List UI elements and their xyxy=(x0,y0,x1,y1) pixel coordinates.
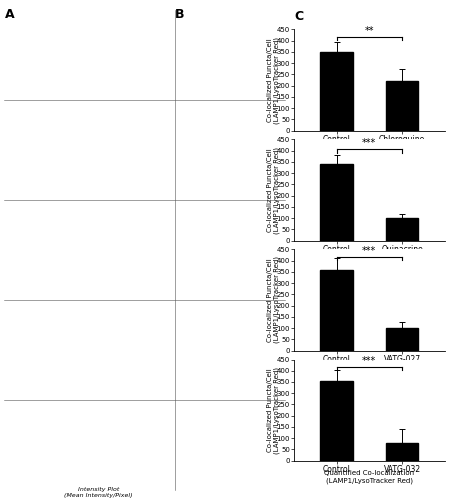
Text: ***: *** xyxy=(362,356,376,366)
Text: Intensity Plot
(Mean Intensity/Pixel): Intensity Plot (Mean Intensity/Pixel) xyxy=(65,486,133,498)
Text: ***: *** xyxy=(362,138,376,148)
Bar xyxy=(386,442,418,460)
Text: **: ** xyxy=(365,26,374,36)
Bar xyxy=(320,164,353,240)
Y-axis label: Co-localized Puncta/Cell
(LAMP1/LysoTracker Red): Co-localized Puncta/Cell (LAMP1/LysoTrac… xyxy=(267,36,281,124)
Bar xyxy=(386,328,418,350)
Bar xyxy=(320,52,353,130)
Text: Quantified Co-localization
(LAMP1/LysoTracker Red): Quantified Co-localization (LAMP1/LysoTr… xyxy=(324,470,414,484)
Text: C: C xyxy=(294,10,303,22)
Bar xyxy=(386,81,418,130)
Bar xyxy=(386,218,418,240)
Text: ***: *** xyxy=(362,246,376,256)
Text: B: B xyxy=(175,8,185,20)
Text: A: A xyxy=(4,8,14,20)
Bar xyxy=(320,270,353,350)
Y-axis label: Co-localized Puncta/Cell
(LAMP1/LysoTracker Red): Co-localized Puncta/Cell (LAMP1/LysoTrac… xyxy=(267,146,281,234)
Y-axis label: Co-localized Puncta/Cell
(LAMP1/LysoTracker Red): Co-localized Puncta/Cell (LAMP1/LysoTrac… xyxy=(267,366,281,454)
Y-axis label: Co-localized Puncta/Cell
(LAMP1/LysoTracker Red): Co-localized Puncta/Cell (LAMP1/LysoTrac… xyxy=(267,256,281,344)
Bar xyxy=(320,381,353,460)
